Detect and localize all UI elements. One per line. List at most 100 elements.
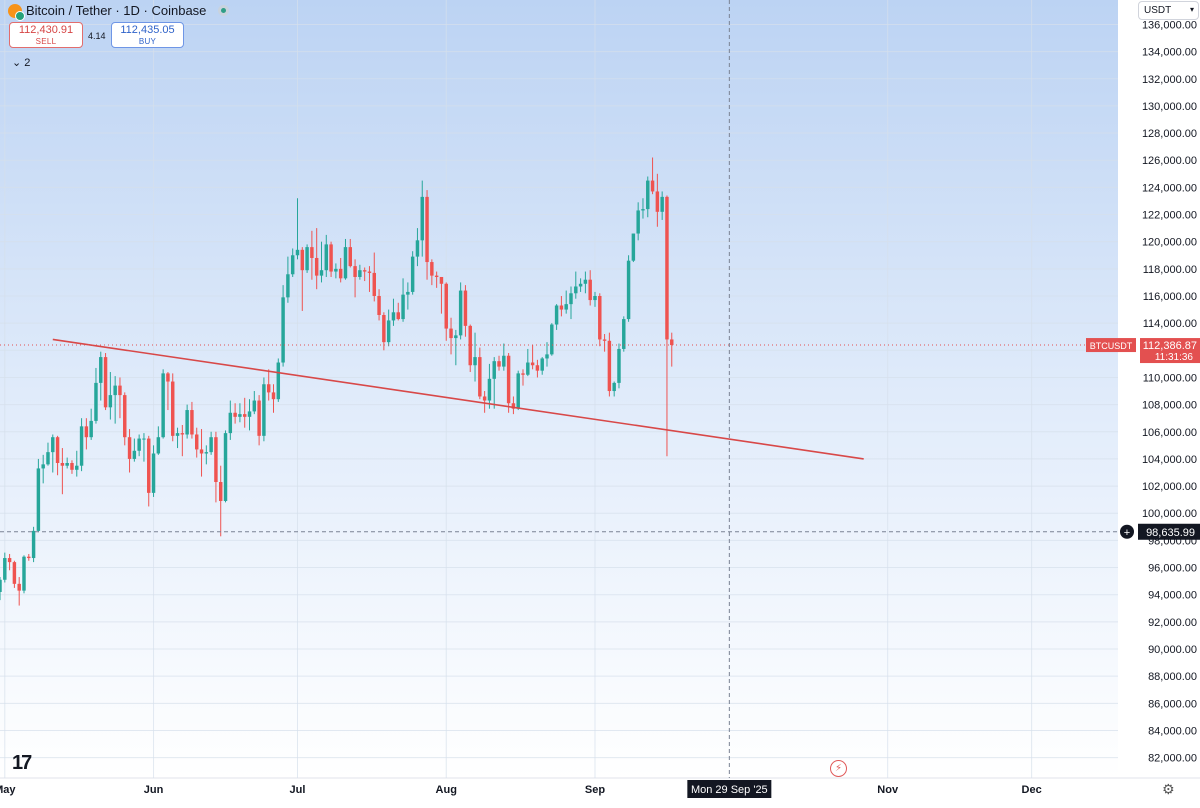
candle-body [348,247,353,267]
price-tick-label: 130,000.00 [1142,101,1197,113]
candle-body [535,365,540,371]
candles [0,157,674,606]
candle-body [612,382,616,392]
candle-body [521,373,525,375]
buy-price: 112,435.05 [120,24,175,36]
market-status-icon[interactable] [218,5,230,16]
candle-body [439,276,444,284]
candle-body [631,233,636,261]
price-tick-label: 84,000.00 [1148,725,1197,737]
price-tick-label: 92,000.00 [1148,617,1197,629]
price-tick-label: 82,000.00 [1148,753,1197,765]
chevron-down-icon: ▾ [1189,5,1194,14]
candle-body [228,412,233,434]
candle-body [156,437,161,454]
candle-body [401,294,405,320]
price-tick-label: 132,000.00 [1142,74,1197,86]
candle-body [410,256,415,292]
candle-body [343,247,348,279]
candle-body [281,297,285,363]
price-tick-label: 122,000.00 [1142,210,1197,222]
candle-body [324,244,329,271]
candle-body [36,468,41,531]
candle-body [262,384,266,436]
candle-body [127,437,132,459]
buy-button[interactable]: 112,435.05 BUY [111,22,184,48]
price-tick-label: 124,000.00 [1142,182,1197,194]
time-tick-label: Aug [436,784,457,796]
candle-body [209,437,213,453]
candle-body [41,464,45,469]
price-tick-label: 126,000.00 [1142,155,1197,167]
candle-body [607,340,612,392]
candle-body [290,255,295,275]
lightning-icon[interactable]: ⚡ [830,760,847,777]
price-tick-label: 104,000.00 [1142,454,1197,466]
candle-body [415,240,420,257]
candle-body [458,290,463,336]
candle-body [46,452,50,465]
last-price-tag [1140,338,1200,364]
candle-body [545,354,549,359]
candle-body [214,437,218,483]
candle-body [27,556,31,559]
candle-body [51,437,55,453]
price-tick-label: 116,000.00 [1143,291,1197,303]
candle-countdown: 11:31:36 [1155,352,1194,363]
candle-body [195,434,199,450]
price-axis-background [1118,0,1200,778]
price-tick-label: 88,000.00 [1148,671,1197,683]
candle-body [180,433,185,435]
indicators-toggle[interactable]: ⌄ 2 [12,57,31,69]
candle-body [103,357,108,408]
candle-body [242,414,247,417]
candle-body [314,257,319,276]
candle-body [511,403,516,409]
candle-body [65,462,69,466]
gear-icon[interactable]: ⚙ [1162,781,1175,797]
candle-body [660,196,664,212]
candle-body [372,272,376,296]
time-tick-label: Dec [1022,784,1042,796]
candle-body [319,270,324,276]
candle-body [530,362,535,366]
candle-body [151,453,156,493]
price-tick-label: 86,000.00 [1148,698,1197,710]
candle-body [463,290,468,326]
symbol-title[interactable]: Bitcoin / Tether · 1D · Coinbase [26,3,207,18]
candle-body [7,558,12,563]
time-axis-background [0,778,1200,808]
crosshair-date-tag [687,780,772,798]
candle-body [175,433,180,436]
candle-body [204,452,209,454]
candle-body [84,426,89,438]
add-alert-plus: + [1124,527,1130,539]
candle-body [75,465,79,470]
candle-body [454,335,458,339]
candle-body [622,319,626,349]
candle-body [223,433,228,502]
price-tick-label: 106,000.00 [1142,427,1197,439]
symbol-tag [1086,338,1136,353]
candle-body [588,279,592,301]
candle-body [492,361,496,379]
candle-body [430,262,434,276]
tradingview-logo[interactable]: 17 [12,752,32,774]
candle-body [310,247,314,258]
candle-body [286,274,290,298]
gridlines [0,0,1118,778]
candle-body [0,579,2,592]
candle-body [583,279,588,284]
spread-value: 4.14 [88,31,106,41]
sell-label: SELL [35,37,57,46]
bitcoin-icon [8,3,25,21]
currency-button[interactable]: USDT ▾ [1138,1,1199,20]
candle-body [108,395,113,408]
candle-body [526,362,530,375]
buy-label: BUY [138,37,157,46]
price-tick-label: 110,000.00 [1143,372,1197,384]
candle-body [487,378,492,401]
candle-body [670,339,674,346]
sell-button[interactable]: 112,430.91 SELL [9,22,83,48]
